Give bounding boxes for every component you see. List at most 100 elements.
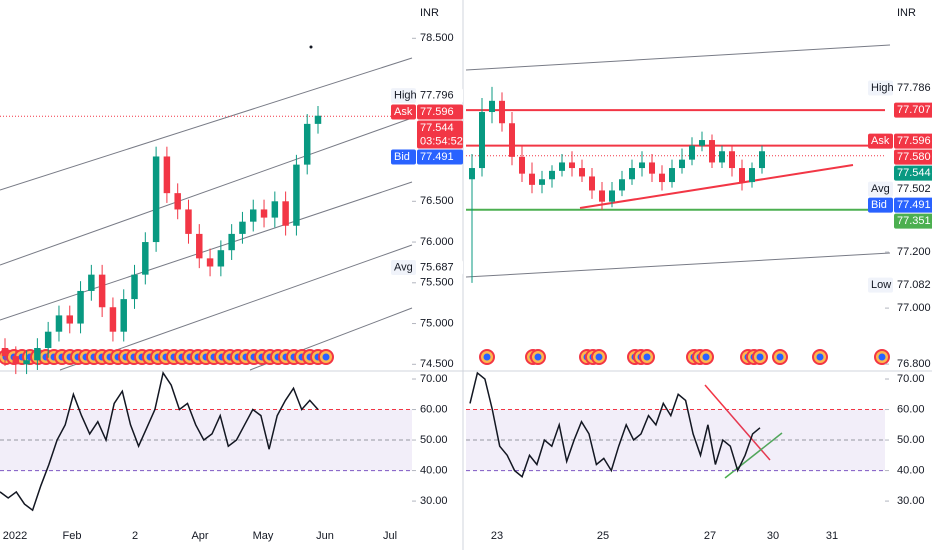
price-badge-label: 77.544	[420, 122, 454, 134]
dot	[309, 45, 313, 49]
candle-body	[689, 145, 695, 160]
candle-body	[699, 140, 705, 146]
price-badge	[894, 197, 932, 213]
candle-body	[759, 151, 765, 169]
candle-body	[719, 151, 725, 163]
y-tick-label: 76.800	[897, 358, 931, 370]
x-tick-label: 31	[826, 530, 838, 542]
y-tick-label: 77.000	[897, 302, 931, 314]
price-badge-label: 77.596	[420, 106, 454, 118]
candle-body	[131, 274, 138, 300]
candle-body	[589, 176, 595, 191]
y-tick-label: 30.00	[420, 495, 448, 507]
candle-body	[559, 162, 565, 171]
candle-body	[66, 315, 73, 324]
price-badge	[894, 277, 932, 293]
price-badge-label: 77.796	[420, 90, 454, 102]
rsi-trend-line	[704, 384, 771, 461]
price-badge-label: 77.502	[897, 183, 931, 195]
x-tick-label: Jul	[383, 530, 397, 542]
price-badge	[417, 149, 463, 165]
candle-body	[142, 242, 149, 275]
badge-name: High	[394, 90, 417, 102]
candle-body	[228, 233, 235, 251]
candle-body	[499, 100, 505, 124]
price-badge	[417, 88, 463, 104]
badge-name-box	[868, 80, 893, 96]
rsi-band	[466, 409, 885, 471]
candle-body	[250, 209, 257, 222]
price-badge-label: 77.082	[897, 279, 931, 291]
badge-name: Ask	[394, 106, 413, 118]
price-badge	[894, 102, 932, 118]
candle-body	[163, 156, 171, 194]
event-icon-core	[643, 353, 651, 361]
countdown: 03:54:52	[420, 135, 463, 147]
unit-label: INR	[897, 7, 916, 19]
price-badge-label: 77.351	[897, 215, 931, 227]
candle-body	[206, 258, 214, 267]
price-badge	[894, 149, 932, 165]
trend-line	[579, 164, 854, 209]
candle-body	[529, 173, 535, 185]
badge-name-box	[391, 260, 416, 276]
event-icon-core	[816, 353, 824, 361]
price-badge	[894, 213, 932, 229]
candle-body	[12, 356, 20, 365]
candle-body	[77, 290, 84, 324]
candle-body	[152, 156, 160, 243]
candle-body	[98, 274, 106, 308]
candle-body	[23, 360, 30, 365]
candle-body	[639, 162, 645, 169]
x-tick-label: 23	[491, 530, 503, 542]
candle-body	[619, 179, 625, 191]
channel-line	[0, 117, 413, 266]
badge-name-box	[391, 149, 416, 165]
x-tick-label: 27	[704, 530, 716, 542]
price-badge	[894, 133, 932, 149]
candle-body	[314, 115, 322, 124]
y-tick-label: 60.00	[420, 403, 448, 415]
price-badge-label: 77.580	[897, 151, 931, 163]
candle-body	[303, 123, 311, 165]
event-icon-core	[756, 353, 764, 361]
candle-body	[599, 190, 605, 202]
candle-body	[579, 168, 585, 177]
y-tick-label: 50.00	[897, 434, 925, 446]
badge-name: Avg	[871, 183, 890, 195]
event-icon-core	[702, 353, 710, 361]
candle-body	[174, 193, 181, 210]
y-tick-label: 75.500	[420, 277, 454, 289]
candle-body	[669, 168, 675, 183]
price-badge-label: 75.687	[420, 261, 454, 273]
badge-name-box	[868, 181, 893, 197]
event-icon-core	[878, 353, 886, 361]
badge-name: Ask	[871, 135, 890, 147]
price-badge	[417, 120, 463, 149]
candle-body	[55, 315, 63, 332]
candle-body	[569, 162, 575, 169]
candle-body	[509, 123, 515, 157]
x-tick-label: May	[253, 530, 274, 542]
candle-body	[539, 179, 545, 185]
y-tick-label: 70.00	[420, 373, 448, 385]
channel-line	[0, 181, 413, 321]
event-icon-core	[322, 353, 330, 361]
channel-line	[465, 252, 891, 278]
y-tick-label: 60.00	[897, 403, 925, 415]
rsi-line	[0, 371, 319, 512]
rsi-line	[469, 371, 761, 478]
candle-body	[749, 168, 755, 183]
candle-body	[196, 233, 203, 259]
y-tick-label: 76.500	[420, 195, 454, 207]
candle-body	[649, 162, 655, 174]
event-icon-core	[483, 353, 491, 361]
y-tick-label: 76.000	[420, 236, 454, 248]
candle-body	[217, 250, 225, 267]
badge-name-box	[868, 277, 893, 293]
candle-body	[519, 156, 525, 174]
candle-body	[271, 201, 279, 218]
price-badge	[894, 181, 932, 197]
price-badge	[417, 104, 463, 120]
x-tick-label: 25	[597, 530, 609, 542]
